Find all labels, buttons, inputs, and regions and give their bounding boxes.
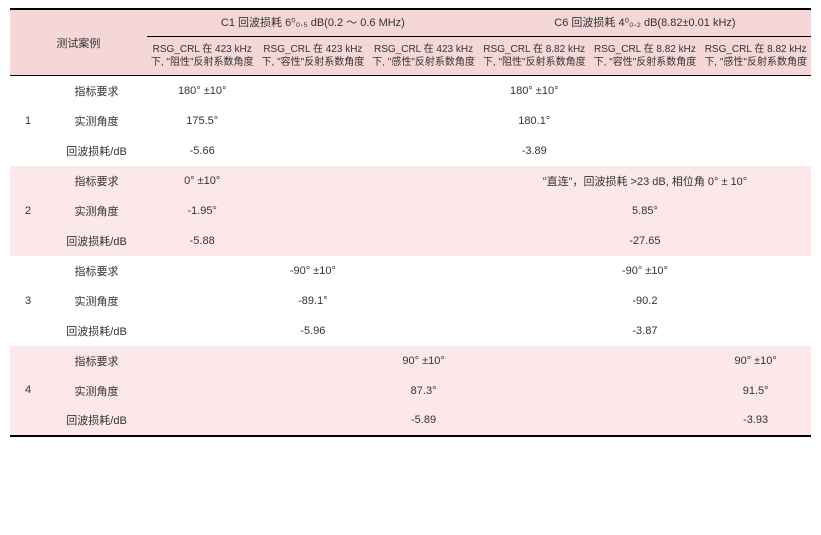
subcol-0: RSG_CRL 在 423 kHz 下, "阻性"反射系数角度 [151,43,254,69]
table-row: 回波损耗/dB -5.89 -3.93 [10,406,811,436]
cell: -1.95° [187,205,216,217]
table-row: 回波损耗/dB -5.96 -3.87 [10,316,811,346]
header-row-groups: 测试案例 C1 回波损耗 6⁰₀.₅ dB(0.2 ～ 0.6 MHz) C6 … [10,9,811,37]
table-row: 回波损耗/dB -5.88 -27.65 [10,226,811,256]
subcol-2: RSG_CRL 在 423 kHz 下, "感性"反射系数角度 [372,43,475,69]
cell: 91.5° [743,385,769,397]
cell: -3.89 [522,145,547,157]
table-row: 实测角度 -89.1° -90.2 [10,286,811,316]
cell: 90° ±10° [734,355,776,367]
row-label-meas: 实测角度 [75,386,119,398]
header-group-c6: C6 回波损耗 4⁰₀.₂ dB(8.82±0.01 kHz) [554,17,735,29]
subcol-5: RSG_CRL 在 8.82 kHz 下, "感性"反射系数角度 [704,43,807,69]
cell: -3.87 [632,325,657,337]
table-row: 1 指标要求 180° ±10° 180° ±10° [10,76,811,106]
header-case-label: 测试案例 [56,38,100,50]
subcol-4: RSG_CRL 在 8.82 kHz 下, "容性"反射系数角度 [594,43,697,69]
row-label-loss: 回波损耗/dB [66,236,127,248]
cell: -90.2 [632,295,657,307]
cell: 180.1° [518,115,550,127]
cell: 0° ±10° [184,175,220,187]
cell: -5.96 [300,325,325,337]
row-label-meas: 实测角度 [75,206,119,218]
table-row: 实测角度 87.3° 91.5° [10,376,811,406]
header-group-c1: C1 回波损耗 6⁰₀.₅ dB(0.2 ～ 0.6 MHz) [221,17,405,29]
cell: 175.5° [186,115,218,127]
row-label-loss: 回波损耗/dB [66,146,127,158]
table-row: 回波损耗/dB -5.66 -3.89 [10,136,811,166]
cell: -89.1° [298,295,327,307]
row-label-meas: 实测角度 [75,116,119,128]
group-index: 1 [25,115,31,127]
table-row: 2 指标要求 0° ±10° "直连"，回波损耗 >23 dB, 相位角 0° … [10,166,811,196]
row-label-req: 指标要求 [75,86,119,98]
cell: -27.65 [629,235,660,247]
table-row: 实测角度 -1.95° 5.85° [10,196,811,226]
cell: -5.89 [411,414,436,426]
cell: -5.88 [190,235,215,247]
row-label-req: 指标要求 [75,176,119,188]
table-row: 3 指标要求 -90° ±10° -90° ±10° [10,256,811,286]
cell: 180° ±10° [510,85,558,97]
row-label-loss: 回波损耗/dB [66,326,127,338]
cell: -5.66 [190,145,215,157]
row-label-req: 指标要求 [75,266,119,278]
group-index: 3 [25,295,31,307]
cell: -90° ±10° [622,265,668,277]
direct-connect-note: "直连"，回波损耗 >23 dB, 相位角 0° ± 10° [543,176,748,188]
cell: 5.85° [632,205,658,217]
cell: -3.93 [743,414,768,426]
subcol-1: RSG_CRL 在 423 kHz 下, "容性"反射系数角度 [262,43,365,69]
cell: -90° ±10° [290,265,336,277]
row-label-req: 指标要求 [75,356,119,368]
subcol-3: RSG_CRL 在 8.82 kHz 下, "阻性"反射系数角度 [483,43,586,69]
table-row: 实测角度 175.5° 180.1° [10,106,811,136]
table-row: 4 指标要求 90° ±10° 90° ±10° [10,346,811,376]
test-results-table: 测试案例 C1 回波损耗 6⁰₀.₅ dB(0.2 ～ 0.6 MHz) C6 … [10,8,811,437]
row-label-meas: 实测角度 [75,296,119,308]
group-index: 2 [25,205,31,217]
cell: 180° ±10° [178,85,226,97]
group-index: 4 [25,384,31,396]
row-label-loss: 回波损耗/dB [66,415,127,427]
cell: 90° ±10° [402,355,444,367]
cell: 87.3° [411,385,437,397]
